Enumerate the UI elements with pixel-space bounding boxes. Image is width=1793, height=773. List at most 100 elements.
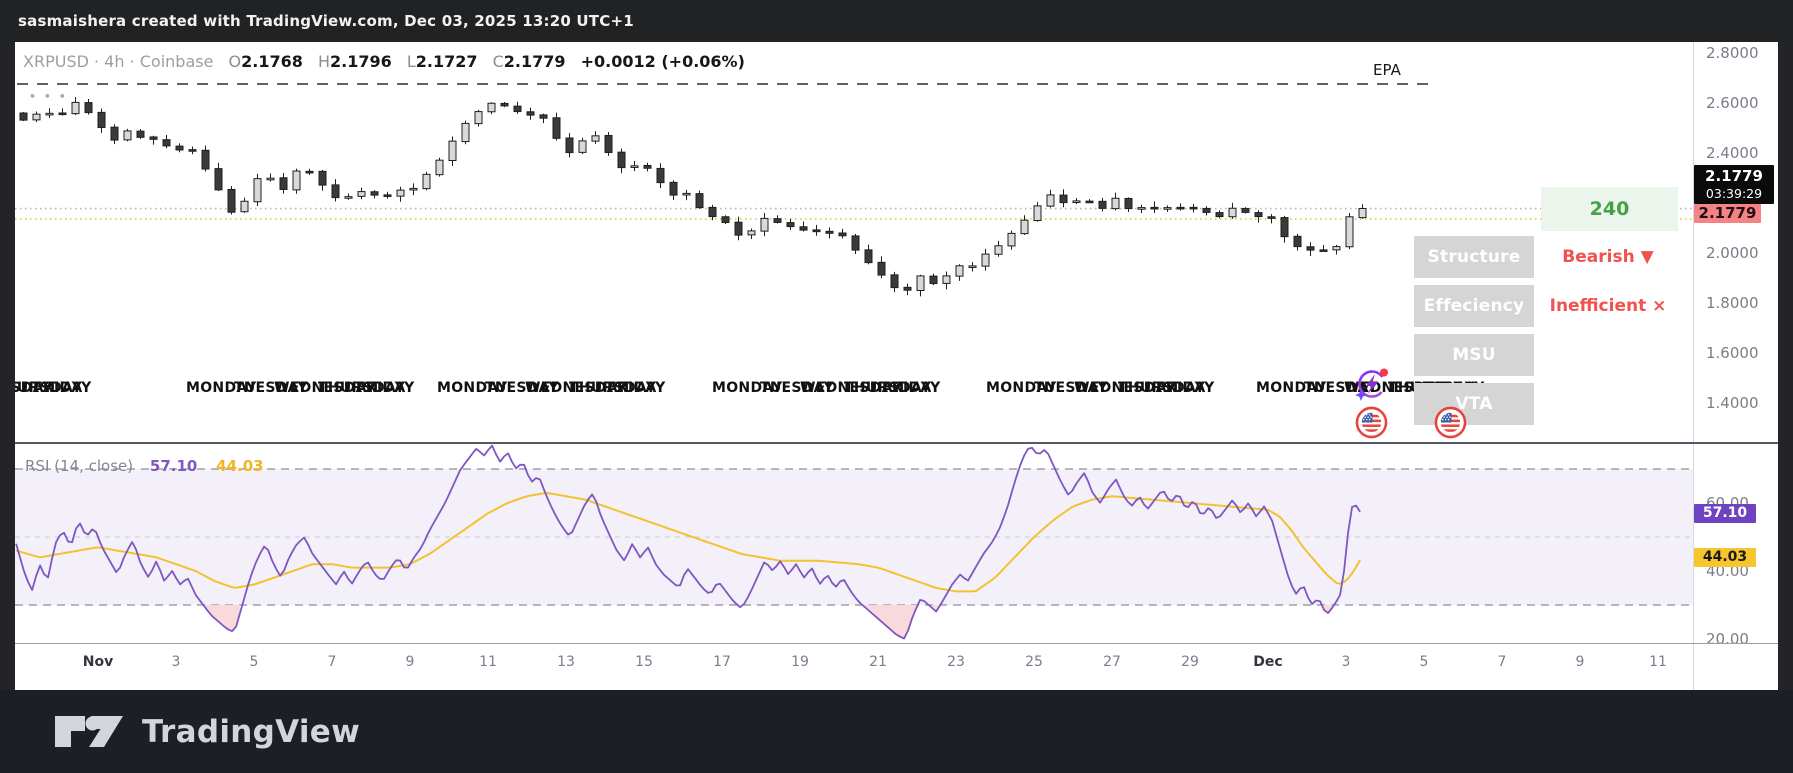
candle-up: [1072, 200, 1081, 203]
candle-up: [292, 170, 301, 191]
candle-down: [526, 111, 535, 116]
candle-down: [1319, 249, 1328, 252]
us-flag-event-icon[interactable]: [1434, 406, 1467, 439]
countdown-price: 2.1779: [1705, 167, 1763, 185]
symbol-header[interactable]: XRPUSD · 4h · Coinbase O2.1768 H2.1796 L…: [23, 52, 745, 71]
time-axis-label[interactable]: Nov: [82, 654, 114, 670]
epa-line-label[interactable]: EPA: [1373, 61, 1401, 79]
rsi-title[interactable]: RSI (14, close): [25, 457, 134, 475]
candle-down: [19, 112, 28, 121]
time-axis-label[interactable]: 25: [1025, 654, 1043, 670]
rsi-oversold-fill: [932, 605, 941, 612]
efficiency-value: Inefficient ×: [1549, 296, 1667, 316]
time-axis-label[interactable]: Dec: [1253, 654, 1283, 670]
candle-down: [734, 221, 743, 236]
candle-down: [97, 111, 106, 128]
candle-up: [344, 196, 353, 199]
weekday-label: MONDAY: [186, 380, 257, 396]
tradingview-logo-icon[interactable]: [55, 715, 125, 749]
symbol-title[interactable]: XRPUSD · 4h · Coinbase: [23, 52, 214, 71]
candlestick-and-rsi-plot[interactable]: [15, 42, 1778, 690]
candle-up: [591, 135, 600, 142]
price-scale-label[interactable]: 1.6000: [1706, 344, 1759, 362]
weekday-label: THURSDAY: [1118, 380, 1206, 396]
price-scale-label[interactable]: 1.8000: [1706, 294, 1759, 312]
candle-up: [253, 178, 262, 203]
time-axis-label[interactable]: 17: [713, 654, 731, 670]
candle-down: [812, 229, 821, 233]
candle-down: [669, 181, 678, 196]
time-axis-label[interactable]: 23: [947, 654, 965, 670]
candle-up: [578, 140, 587, 153]
candle-up: [422, 173, 431, 190]
weekday-label: TUESDAY: [760, 380, 834, 396]
candle-down: [1254, 212, 1263, 218]
time-axis-label[interactable]: 29: [1181, 654, 1199, 670]
weekday-label: THURSDAY: [844, 380, 932, 396]
time-axis-label[interactable]: 7: [327, 654, 337, 670]
candle-up: [409, 187, 418, 191]
price-scale-label[interactable]: 2.8000: [1706, 44, 1759, 62]
candle-up: [357, 191, 366, 197]
rsi-scale-label[interactable]: 20.00: [1706, 630, 1749, 648]
time-axis-label[interactable]: 9: [1575, 654, 1585, 670]
price-scale-label[interactable]: 2.0000: [1706, 244, 1759, 262]
candle-down: [110, 126, 119, 141]
rsi-line: [15, 444, 1361, 640]
time-axis-border: [15, 643, 1778, 644]
legend-ellipsis-icon[interactable]: • • •: [29, 90, 68, 103]
efficiency-label-box: Effeciency: [1414, 285, 1534, 327]
weekday-label: MONDAY: [437, 380, 508, 396]
lightning-drawing-icon[interactable]: [1353, 365, 1391, 403]
time-axis-label[interactable]: 3: [171, 654, 181, 670]
candle-up: [916, 275, 925, 292]
candle-up: [45, 112, 54, 116]
price-scale-label[interactable]: 2.4000: [1706, 144, 1759, 162]
candle-down: [214, 168, 223, 191]
candle-down: [708, 206, 717, 218]
candle-down: [1189, 206, 1198, 210]
attribution-bar: sasmaishera created with TradingView.com…: [0, 0, 1793, 42]
tradingview-brand-text[interactable]: TradingView: [142, 713, 361, 750]
weekday-label: THURSDAY: [15, 380, 83, 396]
candle-up: [448, 140, 457, 162]
time-axis-label[interactable]: 21: [869, 654, 887, 670]
candle-up: [461, 122, 470, 143]
time-axis-label[interactable]: 7: [1497, 654, 1507, 670]
weekday-label: WEDNESDAY: [800, 380, 902, 396]
candle-down: [1267, 216, 1276, 219]
weekday-label: THURSDAY: [569, 380, 657, 396]
pane-separator[interactable]: [15, 442, 1778, 444]
us-flag-event-icon[interactable]: [1355, 406, 1388, 439]
time-axis-label[interactable]: 5: [1419, 654, 1429, 670]
time-axis-label[interactable]: 11: [479, 654, 497, 670]
time-axis-label[interactable]: 5: [249, 654, 259, 670]
candle-up: [1228, 207, 1237, 218]
price-scale-label[interactable]: 2.6000: [1706, 94, 1759, 112]
candle-down: [656, 167, 665, 184]
candle-down: [1098, 200, 1107, 209]
time-axis-label[interactable]: 11: [1649, 654, 1667, 670]
time-axis-label[interactable]: 3: [1341, 654, 1351, 670]
candle-up: [747, 230, 756, 236]
time-axis-label[interactable]: 15: [635, 654, 653, 670]
rsi-ma-value-badge: 44.03: [1694, 548, 1756, 567]
time-axis-label[interactable]: 9: [405, 654, 415, 670]
price-scale-label[interactable]: 1.4000: [1706, 394, 1759, 412]
candle-up: [396, 189, 405, 197]
open-label: O: [228, 52, 242, 71]
rsi-indicator-header[interactable]: RSI (14, close) 57.10 44.03: [25, 457, 264, 475]
candle-up: [474, 111, 483, 125]
candle-down: [617, 151, 626, 169]
candle-up: [32, 113, 41, 121]
time-axis-label[interactable]: 19: [791, 654, 809, 670]
time-axis-label[interactable]: 13: [557, 654, 575, 670]
candle-down: [1124, 197, 1133, 210]
candle-down: [565, 137, 574, 154]
time-axis-label[interactable]: 27: [1103, 654, 1121, 670]
weekday-label: WEDNESDAY: [1074, 380, 1176, 396]
chart-surface[interactable]: XRPUSD · 4h · Coinbase O2.1768 H2.1796 L…: [15, 42, 1778, 690]
candle-down: [500, 102, 509, 107]
